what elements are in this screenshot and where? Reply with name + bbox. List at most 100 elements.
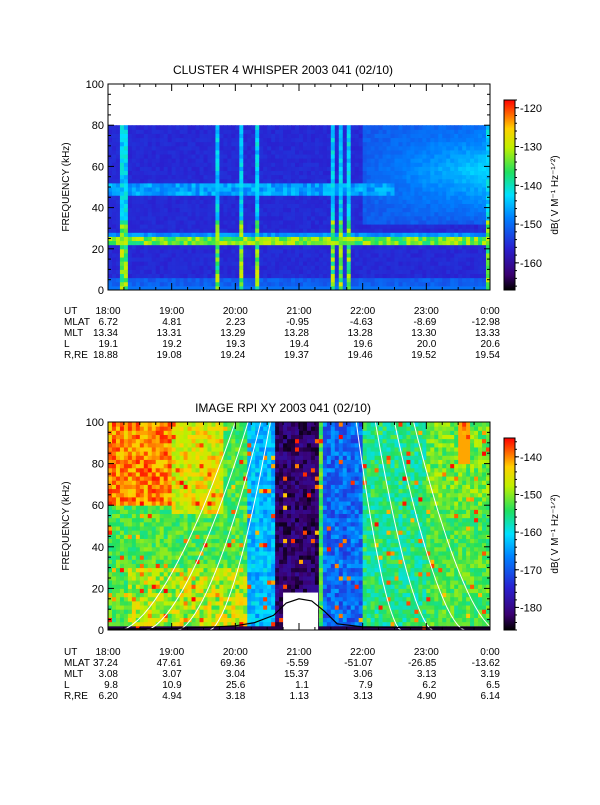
spectrogram-cell bbox=[422, 195, 426, 200]
spectrogram-cell bbox=[339, 129, 343, 134]
spectrogram-cell bbox=[116, 609, 120, 614]
spectrogram-cell bbox=[458, 245, 462, 250]
spectrogram-cell bbox=[406, 125, 410, 130]
spectrogram-cell bbox=[120, 183, 124, 188]
spectrogram-cell bbox=[255, 191, 259, 196]
spectrogram-cell bbox=[442, 269, 446, 274]
spectrogram-cell bbox=[391, 142, 395, 147]
spectrogram-cell bbox=[176, 476, 180, 481]
spectrogram-cell bbox=[430, 220, 434, 225]
spectrogram-cell bbox=[148, 171, 152, 176]
spectrogram-cell bbox=[172, 434, 176, 439]
spectrogram-cell bbox=[124, 443, 128, 448]
spectrogram-cell bbox=[140, 563, 144, 568]
spectrogram-cell bbox=[136, 563, 140, 568]
spectrogram-cell bbox=[207, 162, 211, 167]
spectrogram-cell bbox=[231, 253, 235, 258]
spectrogram-cell bbox=[355, 282, 359, 287]
spectrogram-cell bbox=[259, 278, 263, 283]
spectrogram-cell bbox=[327, 150, 331, 155]
spectrogram-cell bbox=[426, 142, 430, 147]
spectrogram-cell bbox=[279, 150, 283, 155]
spectrogram-cell bbox=[299, 282, 303, 287]
spectrogram-cell bbox=[219, 166, 223, 171]
spectrogram-cell bbox=[307, 216, 311, 221]
spectrogram-cell bbox=[132, 576, 136, 581]
spectrogram-cell bbox=[144, 493, 148, 498]
spectrogram-cell bbox=[124, 434, 128, 439]
spectrogram-cell bbox=[482, 146, 486, 151]
spectrogram-cell bbox=[132, 129, 136, 134]
spectrogram-cell bbox=[219, 216, 223, 221]
spectrogram-cell bbox=[156, 455, 160, 460]
spectrogram-cell bbox=[442, 129, 446, 134]
spectrogram-cell bbox=[391, 278, 395, 283]
spectrogram-cell bbox=[442, 203, 446, 208]
spectrogram-cell bbox=[152, 439, 156, 444]
spectrogram-cell bbox=[164, 166, 168, 171]
spectrogram-cell bbox=[140, 166, 144, 171]
spectrogram-cell bbox=[482, 158, 486, 163]
spectrogram-cell bbox=[430, 138, 434, 143]
spectrogram-cell bbox=[379, 191, 383, 196]
spectrogram-cell bbox=[235, 154, 239, 159]
spectrogram-cell bbox=[112, 179, 116, 184]
spectrogram-cell bbox=[124, 241, 128, 246]
spectrogram-cell bbox=[391, 245, 395, 250]
spectrogram-cell bbox=[144, 551, 148, 556]
spectrogram-cell bbox=[116, 171, 120, 176]
spectrogram-cell bbox=[219, 228, 223, 233]
spectrogram-cell bbox=[211, 166, 215, 171]
spectrogram-cell bbox=[144, 588, 148, 593]
spectrogram-cell bbox=[442, 125, 446, 130]
spectrogram-cell bbox=[395, 179, 399, 184]
spectrogram-cell bbox=[287, 175, 291, 180]
spectrogram-cell bbox=[132, 551, 136, 556]
spectrogram-cell bbox=[128, 216, 132, 221]
spectrogram-cell bbox=[387, 253, 391, 258]
spectrogram-cell bbox=[152, 509, 156, 514]
spectrogram-cell bbox=[363, 253, 367, 258]
spectrogram-cell bbox=[319, 125, 323, 130]
spectrogram-cell bbox=[271, 265, 275, 270]
spectrogram-cell bbox=[207, 175, 211, 180]
spectrogram-cell bbox=[295, 154, 299, 159]
spectrogram-cell bbox=[470, 232, 474, 237]
spectrogram-cell bbox=[383, 195, 387, 200]
spectrogram-cell bbox=[152, 162, 156, 167]
spectrogram-cell bbox=[474, 224, 478, 229]
spectrogram-cell bbox=[307, 249, 311, 254]
spectrogram-cell bbox=[108, 187, 112, 192]
spectrogram-cell bbox=[172, 543, 176, 548]
spectrogram-cell bbox=[450, 261, 454, 266]
spectrogram-cell bbox=[295, 199, 299, 204]
spectrogram-cell bbox=[112, 559, 116, 564]
spectrogram-cell bbox=[414, 232, 418, 237]
spectrogram-cell bbox=[196, 274, 200, 279]
spectrogram-cell bbox=[116, 274, 120, 279]
spectrogram-cell bbox=[164, 522, 168, 527]
spectrogram-cell bbox=[275, 171, 279, 176]
spectrogram-cell bbox=[295, 257, 299, 262]
spectrogram-cell bbox=[172, 618, 176, 623]
spectrogram-cell bbox=[116, 572, 120, 577]
spectrogram-cell bbox=[176, 493, 180, 498]
spectrogram-cell bbox=[363, 282, 367, 287]
spectrogram-cell bbox=[327, 179, 331, 184]
spectrogram-cell bbox=[120, 191, 124, 196]
spectrogram-cell bbox=[275, 216, 279, 221]
spectrogram-cell bbox=[323, 142, 327, 147]
spectrogram-cell bbox=[351, 187, 355, 192]
spectrogram-cell bbox=[299, 216, 303, 221]
spectrogram-cell bbox=[239, 216, 243, 221]
spectrogram-cell bbox=[227, 228, 231, 233]
spectrogram-cell bbox=[192, 133, 196, 138]
spectrogram-cell bbox=[136, 183, 140, 188]
spectrogram-cell bbox=[251, 150, 255, 155]
spectrogram-cell bbox=[319, 249, 323, 254]
spectrogram-cell bbox=[307, 162, 311, 167]
spectrogram-cell bbox=[327, 245, 331, 250]
spectrogram-cell bbox=[438, 150, 442, 155]
spectrogram-cell bbox=[172, 547, 176, 552]
spectrogram-cell bbox=[152, 459, 156, 464]
